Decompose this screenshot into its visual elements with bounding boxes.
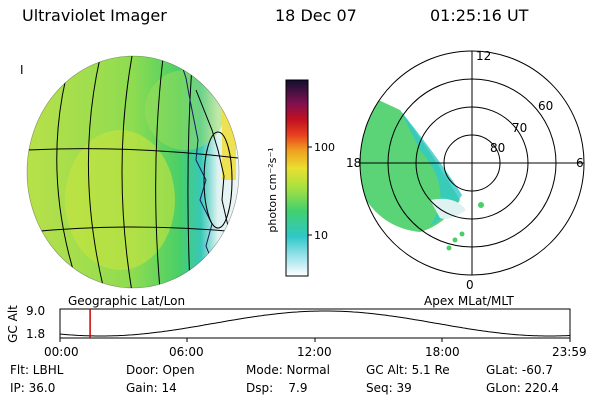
colorbar-tick-100: 100 xyxy=(314,141,335,154)
altitude-timeline xyxy=(59,308,571,342)
colorbar-tick-10: 10 xyxy=(314,229,328,242)
timeline-xtick: 18:00 xyxy=(425,345,460,359)
polar-plot xyxy=(359,50,585,276)
info-mode: Mode: Normal xyxy=(246,363,330,377)
mlt-label-18: 18 xyxy=(346,156,361,170)
timeline-ylabel: GC Alt xyxy=(5,305,20,343)
colorbar-label: photon cm⁻²s⁻¹ xyxy=(266,147,279,232)
mlat-label-80: 80 xyxy=(490,141,505,155)
info-glon: GLon: 220.4 xyxy=(486,381,559,395)
mlt-label-6: 6 xyxy=(576,156,584,170)
info-seq: Seq: 39 xyxy=(366,381,412,395)
info-ip: IP: 36.0 xyxy=(10,381,56,395)
mlat-label-60: 60 xyxy=(538,99,553,113)
info-filter: Flt: LBHL xyxy=(10,363,64,377)
left-panel-caption: Geographic Lat/Lon xyxy=(68,294,186,308)
corner-mark: I xyxy=(20,63,24,77)
info-dsp: Dsp: 7.9 xyxy=(246,381,308,395)
timeline-xtick: 00:00 xyxy=(44,345,79,359)
info-glat: GLat: -60.7 xyxy=(486,363,553,377)
mlat-label-70: 70 xyxy=(512,121,527,135)
timeline-xtick: 12:00 xyxy=(297,345,332,359)
timeline-ytick-high: 9.0 xyxy=(26,304,46,318)
polar-panel-caption: Apex MLat/MLT xyxy=(424,294,514,308)
uv-disk-image xyxy=(26,55,240,289)
timeline-xtick: 23:59 xyxy=(552,345,587,359)
info-door: Door: Open xyxy=(126,363,195,377)
mlt-label-12: 12 xyxy=(476,49,491,63)
time-label: 01:25:16 UT xyxy=(430,6,529,25)
info-gain: Gain: 14 xyxy=(126,381,177,395)
timeline-xtick: 06:00 xyxy=(169,345,204,359)
timeline-ytick-low: 1.8 xyxy=(26,327,46,341)
instrument-title: Ultraviolet Imager xyxy=(22,6,167,25)
date-label: 18 Dec 07 xyxy=(275,6,357,25)
colorbar xyxy=(285,79,312,277)
mlt-label-0: 0 xyxy=(466,278,474,292)
info-gc-alt: GC Alt: 5.1 Re xyxy=(366,363,450,377)
